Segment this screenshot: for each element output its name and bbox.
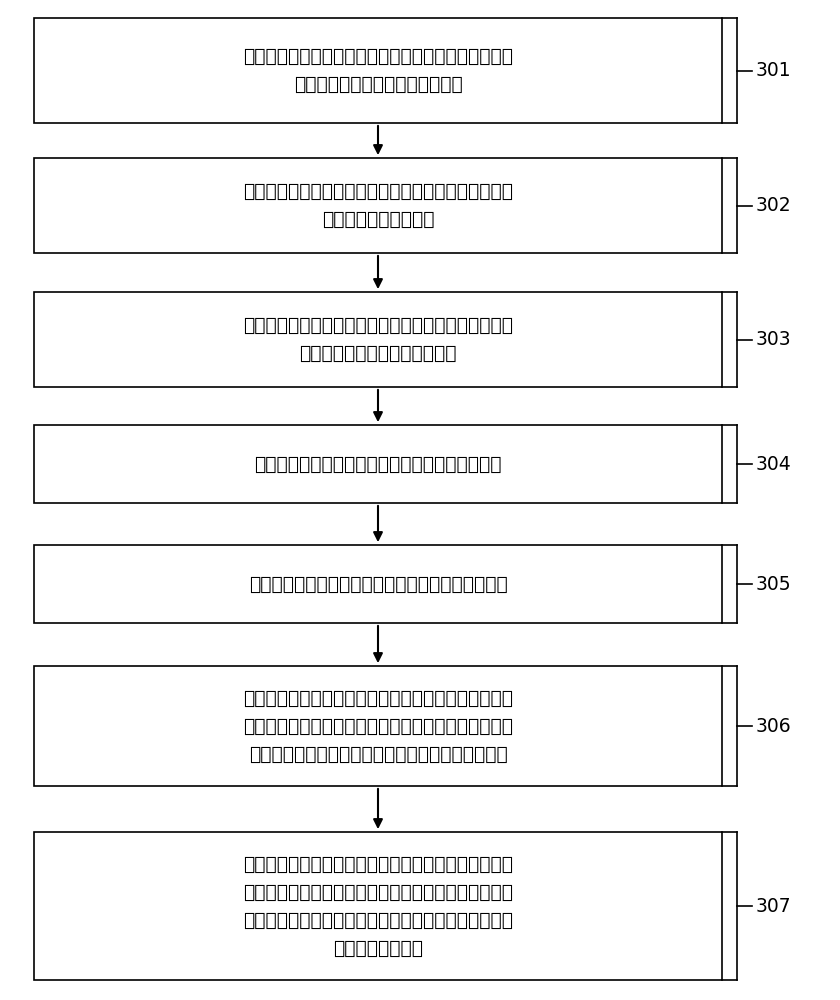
Text: 301: 301 <box>755 61 791 80</box>
Text: 在预先建立的设备列表中添加所述接入终端的标识: 在预先建立的设备列表中添加所述接入终端的标识 <box>255 454 501 474</box>
Text: 若所述当前的信号强度小于第二预设阈値，则将所述接
入终端接入至所述第二工作频段: 若所述当前的信号强度小于第二预设阈値，则将所述接 入终端接入至所述第二工作频段 <box>243 316 513 363</box>
Text: 302: 302 <box>755 196 791 215</box>
Text: 305: 305 <box>755 574 791 593</box>
Bar <box>34 292 722 387</box>
Bar <box>34 18 722 123</box>
Text: 在所述接入终端接入至所述第一工作频段的过程中，若
检测到所述接入终端实时的信号强度小于第二预设阈値
时，将所述接入终端的频段由所述第一工作频段切换至
所述第二工: 在所述接入终端接入至所述第一工作频段的过程中，若 检测到所述接入终端实时的信号强… <box>243 854 513 958</box>
Bar <box>34 158 722 253</box>
Text: 303: 303 <box>755 330 791 349</box>
Text: 在所述接入终端接入至所述第二工作频段的过程中，若
所述实时的信号强度大于第一预设阈値，则将所述接入
终端的频段由所述第二工作频段切换至第一工作频段: 在所述接入终端接入至所述第二工作频段的过程中，若 所述实时的信号强度大于第一预设… <box>243 688 513 764</box>
Text: 按照预设时间间隔检测所述接入终端实时的信号强度: 按照预设时间间隔检测所述接入终端实时的信号强度 <box>249 574 507 593</box>
Bar <box>34 666 722 786</box>
Bar <box>34 545 722 623</box>
Bar <box>34 832 722 980</box>
Text: 若所述接入终端支持所述第一工作频段，则检测所述接
入终端当前的信号强度: 若所述接入终端支持所述第一工作频段，则检测所述接 入终端当前的信号强度 <box>243 182 513 229</box>
Bar <box>34 425 722 503</box>
Text: 当无线设备接收到接入终端的接入请求时，判断所述接
入终端是否支持所述第一工作频段: 当无线设备接收到接入终端的接入请求时，判断所述接 入终端是否支持所述第一工作频段 <box>243 47 513 94</box>
Text: 306: 306 <box>755 716 791 736</box>
Text: 304: 304 <box>755 454 791 474</box>
Text: 307: 307 <box>755 896 791 916</box>
